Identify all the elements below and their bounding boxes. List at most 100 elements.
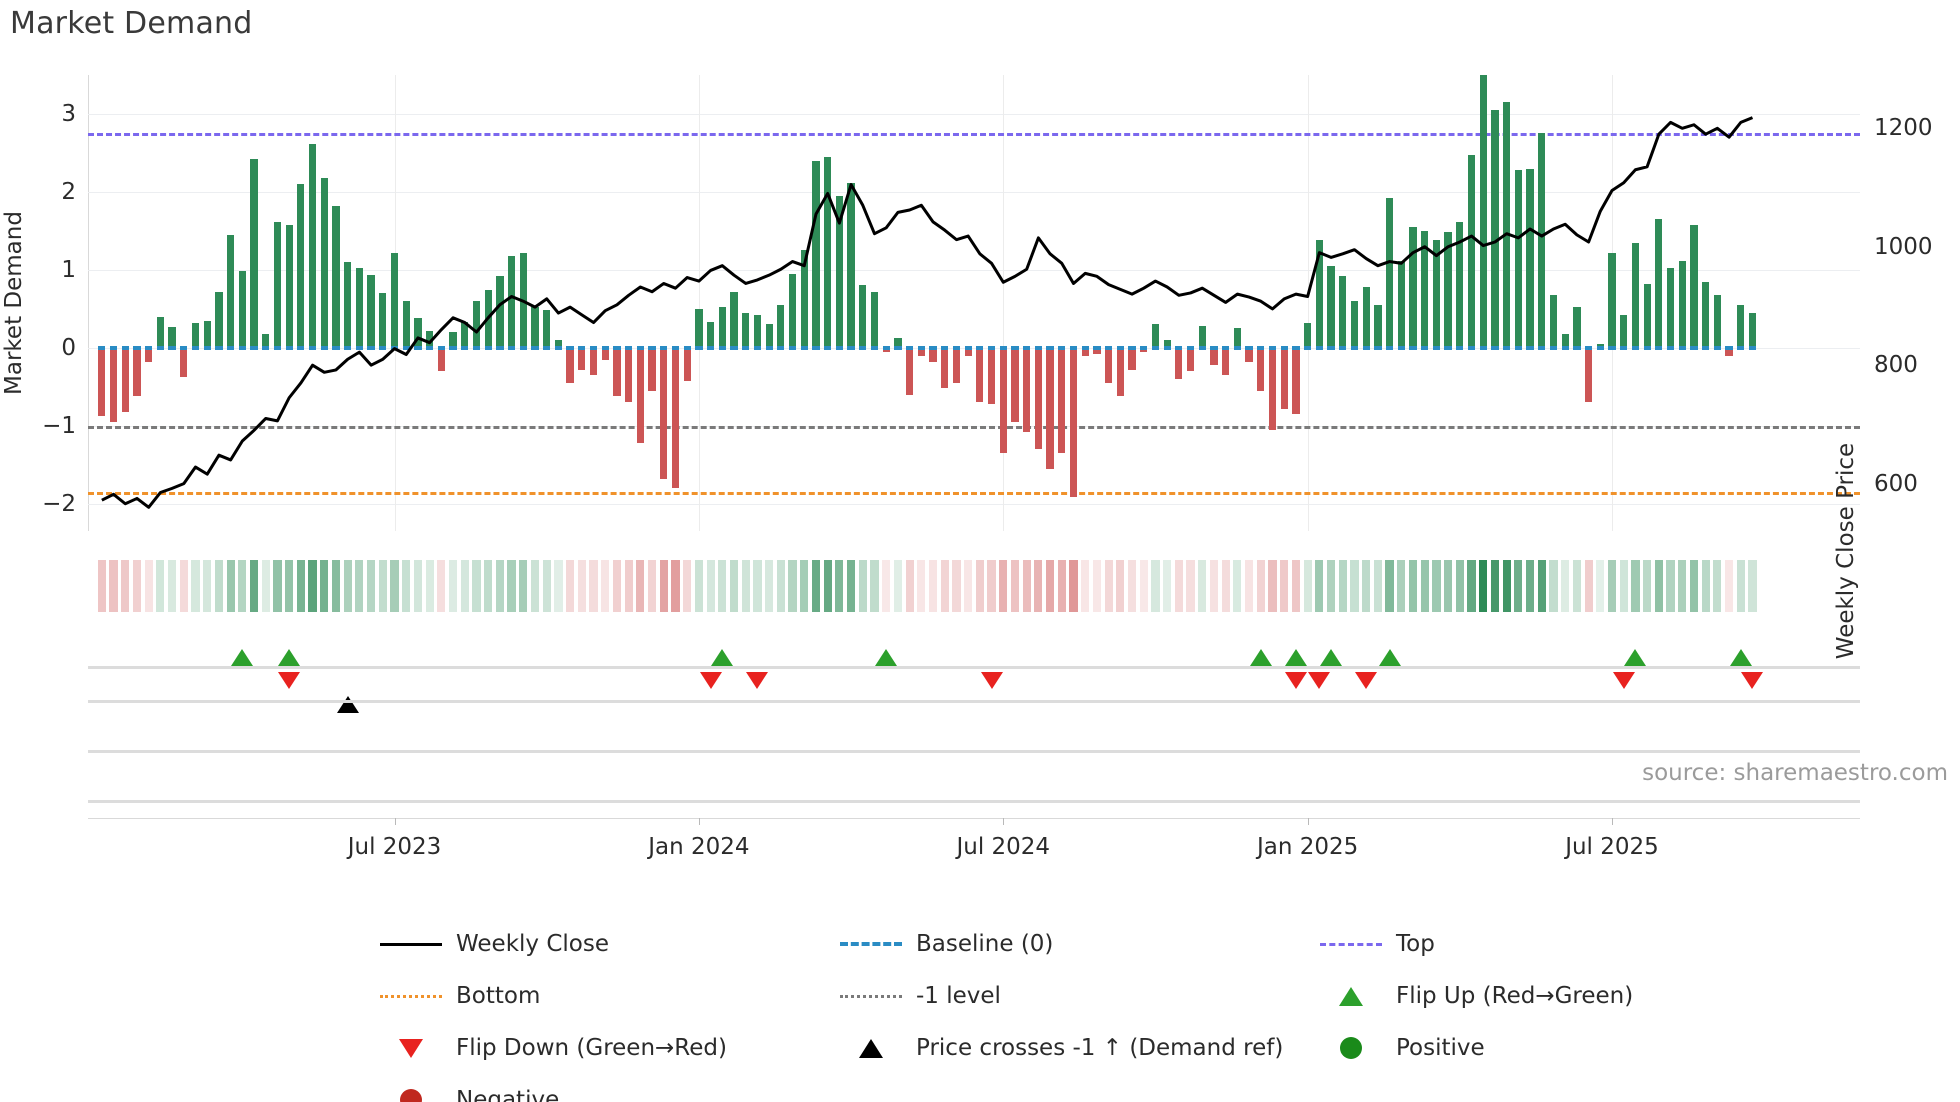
circle-icon	[380, 1089, 442, 1102]
baseline-tick	[519, 345, 527, 350]
baseline-tick	[168, 345, 176, 350]
legend-baseline[interactable]: Baseline (0)	[840, 925, 1320, 963]
baseline-tick	[344, 345, 352, 350]
baseline-tick	[1245, 345, 1253, 350]
strip-cell	[308, 560, 317, 612]
baseline-tick	[1268, 345, 1277, 350]
y-axis-left-tick: 0	[61, 334, 76, 361]
baseline-tick	[941, 345, 949, 350]
strip-cell	[495, 560, 504, 612]
legend-bottom[interactable]: Bottom	[380, 977, 840, 1015]
flip-down-marker	[699, 672, 722, 689]
strip-cell	[156, 560, 165, 612]
demand-bar-negative	[1292, 347, 1300, 415]
baseline-tick	[1128, 345, 1136, 350]
strip-cell	[1221, 560, 1230, 612]
demand-bar-positive	[894, 338, 902, 348]
x-axis-tick-mark	[394, 818, 396, 825]
strip-cell	[1572, 560, 1581, 612]
demand-bar-positive	[1315, 240, 1323, 348]
legend-minus1[interactable]: -1 level	[840, 977, 1320, 1015]
demand-bar-positive	[1350, 301, 1359, 348]
legend-price-cross[interactable]: Price crosses -1 ↑ (Demand ref)	[840, 1029, 1320, 1067]
panel-rule	[88, 700, 1860, 703]
demand-bar-positive	[753, 315, 762, 348]
baseline-tick	[1549, 345, 1558, 350]
strip-cell	[718, 560, 727, 612]
baseline-tick	[636, 345, 644, 350]
strip-cell	[601, 560, 610, 612]
flip-up-marker	[875, 649, 898, 666]
strip-cell	[273, 560, 282, 612]
baseline-tick	[461, 345, 469, 350]
demand-bar-positive	[543, 310, 551, 348]
strip-cell	[203, 560, 212, 612]
demand-bar-positive	[390, 252, 399, 348]
demand-bar-negative	[1222, 347, 1230, 376]
demand-bar-positive	[297, 184, 305, 348]
flip-up-marker	[231, 649, 254, 666]
strip-cell	[214, 560, 223, 612]
lower-panel	[88, 700, 1860, 820]
strip-cell	[846, 560, 856, 612]
legend-flip-up[interactable]: Flip Up (Red→Green)	[1320, 977, 1740, 1015]
demand-bar-positive	[367, 275, 375, 348]
demand-bar-positive	[1573, 307, 1581, 348]
strip-cell	[1736, 560, 1745, 612]
strip-cell	[249, 560, 259, 612]
triangle-up-icon	[840, 1038, 902, 1058]
strip-cell	[800, 560, 809, 612]
y-axis-left-tick: 1	[61, 256, 76, 283]
strip-cell	[121, 560, 130, 612]
demand-bar-positive	[812, 160, 820, 348]
strip-cell	[448, 560, 458, 612]
strip-cell	[519, 560, 528, 612]
demand-bar-negative	[1069, 347, 1078, 498]
y-axis-right-tick: 1000	[1874, 233, 1933, 260]
baseline-tick	[191, 345, 200, 350]
strip-cell	[741, 560, 750, 612]
strip-cell	[1479, 560, 1488, 612]
legend-label: -1 level	[916, 983, 1001, 1009]
demand-bar-positive	[777, 304, 785, 348]
strip-cell	[1291, 560, 1301, 612]
strip-cell	[1127, 560, 1137, 612]
flip-up-marker	[1284, 649, 1307, 666]
baseline-tick	[1737, 345, 1745, 350]
demand-bar-negative	[671, 347, 680, 489]
demand-bar-negative	[1058, 347, 1066, 454]
legend-positive[interactable]: Positive	[1320, 1029, 1740, 1067]
demand-bar-positive	[1151, 324, 1160, 348]
demand-bar-negative	[976, 347, 984, 403]
flip-down-marker	[980, 672, 1003, 689]
demand-bar-positive	[1432, 240, 1441, 348]
baseline-tick	[1315, 345, 1323, 350]
legend-label: Bottom	[456, 983, 541, 1009]
strip-cell	[776, 560, 785, 612]
baseline-tick	[964, 345, 972, 350]
legend-flip-down[interactable]: Flip Down (Green→Red)	[380, 1029, 840, 1067]
demand-bar-positive	[1514, 170, 1522, 348]
demand-bar-negative	[1128, 347, 1136, 370]
baseline-tick	[1175, 345, 1183, 350]
demand-bar-positive	[1456, 221, 1464, 348]
strip-cell	[1397, 560, 1406, 612]
strip-cell	[1408, 560, 1418, 612]
demand-bar-positive	[379, 293, 387, 348]
strip-cell	[132, 560, 142, 612]
strip-cell	[1596, 560, 1605, 612]
demand-bar-positive	[1467, 154, 1476, 348]
demand-bar-positive	[1713, 294, 1721, 348]
legend-top[interactable]: Top	[1320, 925, 1740, 963]
demand-bar-negative	[1011, 347, 1019, 422]
legend-negative[interactable]: Negative	[380, 1081, 840, 1102]
y-axis-left-tick: −1	[42, 412, 76, 439]
strip-cell	[1420, 560, 1429, 612]
demand-bar-negative	[964, 347, 972, 356]
baseline-tick	[1397, 345, 1405, 350]
strip-cell	[167, 560, 177, 612]
legend-weekly-close[interactable]: Weekly Close	[380, 925, 840, 963]
demand-bar-negative	[905, 347, 914, 395]
panel-rule	[88, 800, 1860, 803]
strip-cell	[1619, 560, 1628, 612]
